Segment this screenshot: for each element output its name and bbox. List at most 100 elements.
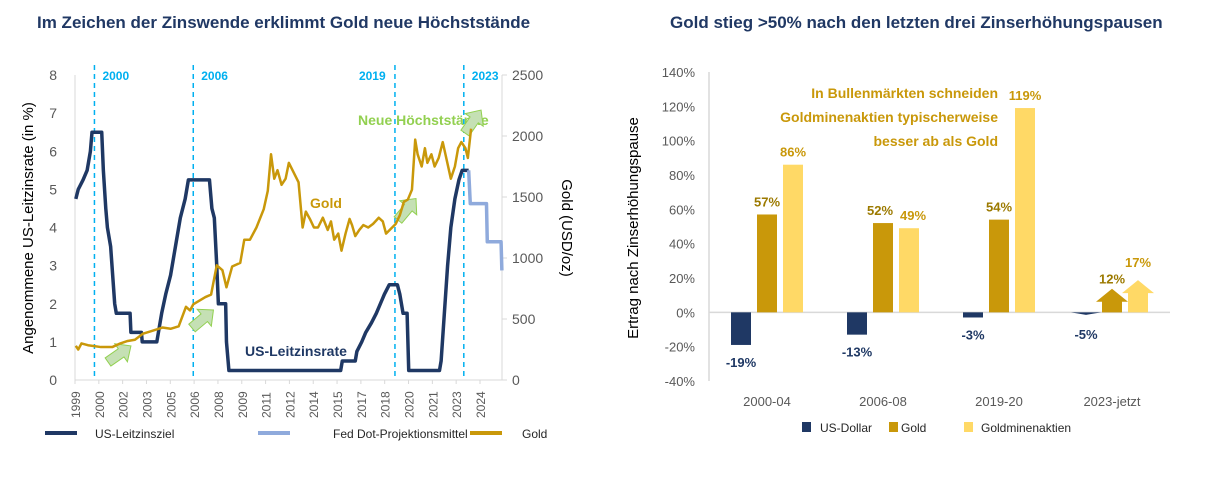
bar-goldminenaktien-2006-08 bbox=[899, 228, 919, 313]
left-y-axis-title: Angenommene US-Leitzinsrate (in %) bbox=[20, 102, 37, 354]
left-y-tick-label: 3 bbox=[49, 258, 57, 274]
bar-y-tick-label: -20% bbox=[665, 340, 696, 355]
legend-label: US-Leitzinsziel bbox=[95, 427, 174, 441]
bar-value-label: 57% bbox=[754, 194, 780, 209]
bar-value-label: 17% bbox=[1125, 255, 1151, 270]
x-tick-label: 2008 bbox=[212, 391, 226, 418]
legend-label: Gold bbox=[901, 421, 926, 435]
right-y-tick-label: 500 bbox=[512, 311, 536, 327]
vline-label: 2000 bbox=[102, 69, 129, 83]
x-tick-label: 2023 bbox=[450, 391, 464, 418]
category-label: 2006-08 bbox=[859, 394, 907, 409]
left-y-tick-label: 6 bbox=[49, 143, 57, 159]
bar-y-tick-label: 140% bbox=[662, 65, 696, 80]
legend-swatch bbox=[964, 422, 973, 432]
category-label: 2023-jetzt bbox=[1083, 394, 1140, 409]
x-tick-label: 2005 bbox=[164, 391, 178, 418]
legend-label: Goldminenaktien bbox=[981, 421, 1071, 435]
left-y-tick-label: 8 bbox=[49, 67, 57, 83]
left-y-tick-label: 1 bbox=[49, 334, 57, 350]
right-chart-title: Gold stieg >50% nach den letzten drei Zi… bbox=[670, 13, 1163, 32]
bar-y-axis-title: Ertrag nach Zinserhöhungspause bbox=[625, 117, 642, 339]
rate-annotation: US-Leitzinsrate bbox=[245, 343, 347, 359]
x-tick-label: 2014 bbox=[307, 391, 321, 418]
down-arrow-icon bbox=[1071, 312, 1101, 315]
legend-swatch bbox=[889, 422, 898, 432]
vline-label: 2019 bbox=[359, 69, 386, 83]
legend-label: Fed Dot-Projektionsmittel bbox=[333, 427, 468, 441]
left-y-tick-label: 0 bbox=[49, 372, 57, 388]
bar-us-dollar-2000-04 bbox=[731, 312, 751, 345]
x-tick-label: 2002 bbox=[117, 391, 131, 418]
x-tick-label: 2000 bbox=[93, 391, 107, 418]
left-y-tick-label: 7 bbox=[49, 105, 57, 121]
bar-y-tick-label: 60% bbox=[669, 202, 695, 217]
bar-y-tick-label: 100% bbox=[662, 134, 696, 149]
bar-value-label: 119% bbox=[1009, 88, 1042, 103]
x-tick-label: 2018 bbox=[379, 391, 393, 418]
legend-swatch bbox=[802, 422, 811, 432]
bar-value-label: 54% bbox=[986, 200, 1012, 215]
bar-goldminenaktien-2000-04 bbox=[783, 164, 803, 313]
highs-annotation: Neue Höchststände bbox=[358, 112, 489, 128]
up-arrow-icon bbox=[1096, 288, 1128, 313]
bar-value-label: 86% bbox=[780, 145, 806, 160]
bar-annotation-line-3: besser ab als Gold bbox=[874, 133, 999, 149]
x-tick-label: 2020 bbox=[403, 391, 417, 418]
bar-value-label: 52% bbox=[867, 203, 893, 218]
bar-annotation-line-2: Goldminenaktien typischerweise bbox=[780, 109, 998, 125]
bar-value-label: 12% bbox=[1099, 272, 1125, 287]
right-y-tick-label: 1000 bbox=[512, 250, 543, 266]
bar-annotation-line-1: In Bullenmärkten schneiden bbox=[811, 85, 998, 101]
vline-label: 2006 bbox=[201, 69, 228, 83]
x-tick-label: 2009 bbox=[236, 391, 250, 418]
bar-goldminenaktien-2019-20 bbox=[1015, 108, 1035, 313]
green-arrow-icon bbox=[188, 308, 215, 333]
bar-y-tick-label: -40% bbox=[665, 374, 696, 389]
series-line-fed-dot-projektionsmittel bbox=[466, 170, 504, 271]
green-arrow-icon bbox=[104, 343, 132, 367]
bar-us-dollar-2019-20 bbox=[963, 312, 983, 318]
left-y-tick-label: 2 bbox=[49, 296, 57, 312]
legend-label: US-Dollar bbox=[820, 421, 872, 435]
bar-y-tick-label: 80% bbox=[669, 168, 695, 183]
series-line-gold bbox=[74, 128, 473, 351]
x-tick-label: 2024 bbox=[474, 391, 488, 418]
bar-gold-2019-20 bbox=[989, 219, 1009, 313]
bar-value-label: -5% bbox=[1074, 327, 1098, 342]
vline-label: 2023 bbox=[472, 69, 499, 83]
bar-us-dollar-2006-08 bbox=[847, 312, 867, 335]
right-y-tick-label: 1500 bbox=[512, 189, 543, 205]
x-tick-label: 2012 bbox=[283, 391, 297, 418]
up-arrow-icon bbox=[1122, 280, 1154, 313]
bar-y-tick-label: 120% bbox=[662, 99, 696, 114]
right-y-tick-label: 0 bbox=[512, 372, 520, 388]
right-y-axis-title: Gold (USD/oz) bbox=[558, 179, 575, 277]
gold-annotation: Gold bbox=[310, 195, 342, 211]
bar-value-label: -3% bbox=[961, 327, 985, 342]
bar-y-tick-label: 40% bbox=[669, 237, 695, 252]
x-tick-label: 1999 bbox=[69, 391, 83, 418]
bar-gold-2000-04 bbox=[757, 214, 777, 313]
left-y-tick-label: 5 bbox=[49, 181, 57, 197]
bar-value-label: -13% bbox=[842, 345, 873, 360]
x-tick-label: 2017 bbox=[355, 391, 369, 418]
category-label: 2000-04 bbox=[743, 394, 791, 409]
x-tick-label: 2006 bbox=[188, 391, 202, 418]
legend-label: Gold bbox=[522, 427, 547, 441]
bar-gold-2006-08 bbox=[873, 223, 893, 313]
left-chart-title: Im Zeichen der Zinswende erklimmt Gold n… bbox=[37, 13, 530, 32]
left-y-tick-label: 4 bbox=[49, 220, 57, 236]
x-tick-label: 2011 bbox=[260, 392, 274, 418]
x-tick-label: 2003 bbox=[140, 391, 154, 418]
category-label: 2019-20 bbox=[975, 394, 1023, 409]
bar-value-label: -19% bbox=[726, 355, 757, 370]
x-tick-label: 2015 bbox=[331, 391, 345, 418]
right-y-tick-label: 2500 bbox=[512, 67, 543, 83]
x-tick-label: 2021 bbox=[426, 391, 440, 418]
right-y-tick-label: 2000 bbox=[512, 128, 543, 144]
bar-y-tick-label: 20% bbox=[669, 271, 695, 286]
bar-y-tick-label: 0% bbox=[676, 305, 695, 320]
bar-value-label: 49% bbox=[900, 208, 926, 223]
